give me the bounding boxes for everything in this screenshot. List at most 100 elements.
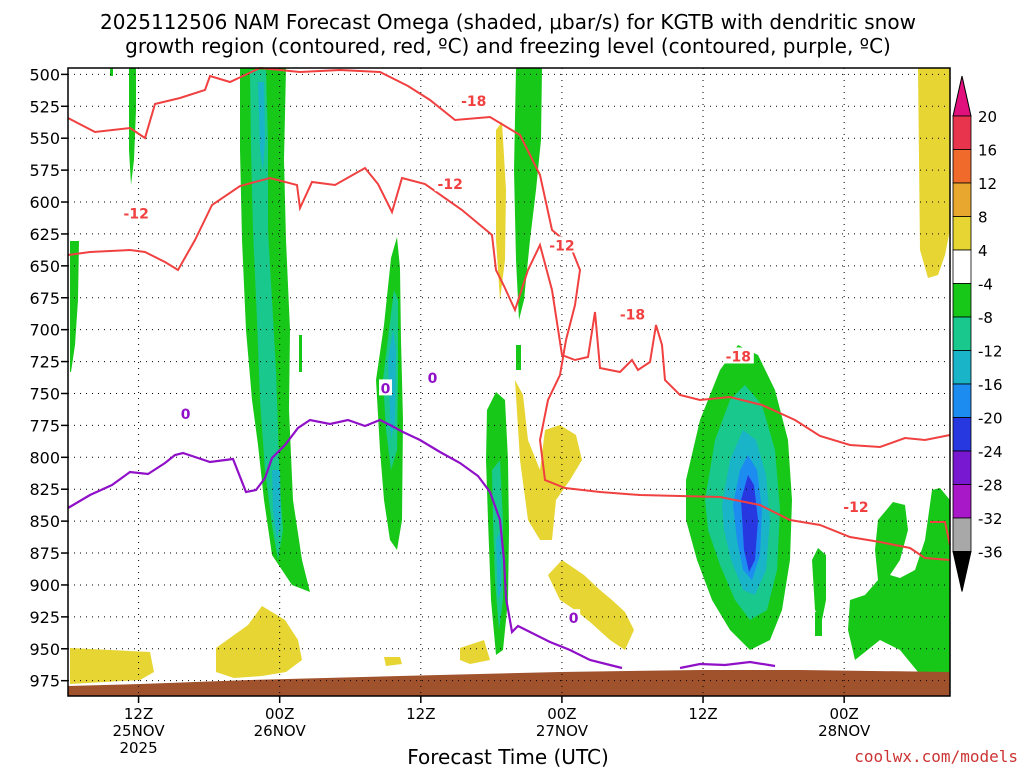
y-tick-label-14: 850 — [29, 512, 60, 531]
colorbar-label-7: -12 — [978, 343, 1003, 361]
colorbar-label-3: 8 — [978, 209, 988, 227]
x-tick-label-5: 00Z — [829, 705, 858, 723]
colorbar-label-9: -20 — [978, 410, 1003, 428]
colorbar-label-6: -8 — [978, 309, 993, 327]
y-tick-label-3: 575 — [29, 161, 60, 180]
shade-green-blob-upper — [516, 345, 521, 370]
x-tick-label-2: 12Z — [406, 705, 435, 723]
x-tick-label-4: 12Z — [688, 705, 717, 723]
shade-yellow-low-27nov — [548, 560, 634, 650]
freezing-level-contour-late — [679, 660, 776, 670]
colorbar-label-2: 12 — [978, 175, 997, 193]
colorbar-bin-4 — [952, 249, 972, 284]
colorbar-bin-1 — [952, 149, 972, 184]
plot-frame — [67, 67, 951, 697]
y-tick-label-11: 775 — [29, 416, 60, 435]
colorbar-label-5: -4 — [978, 276, 993, 294]
colorbar: 20 16 12 8 4 -4 -8 -12 -16 -20 -24 -28 -32 -36 — [952, 75, 1003, 592]
contour-label-bg-4 — [616, 305, 648, 322]
y-tick-label-15: 875 — [29, 544, 60, 563]
colorbar-bin-2 — [952, 182, 972, 217]
shade-yellow-bottom-26nov — [216, 606, 302, 678]
contour-label-bg-0 — [458, 92, 490, 109]
freezing-level-contour — [67, 418, 623, 670]
shade-cyan-column-48-low — [496, 530, 501, 600]
colorbar-label-12: -32 — [978, 510, 1003, 528]
y-tick-label-5: 625 — [29, 225, 60, 244]
y-tick-label-1: 525 — [29, 97, 60, 116]
shade-yellow-bottom-left — [70, 648, 154, 684]
shade-green-col-12z — [129, 68, 136, 185]
shade-yellow-mid-27nov — [515, 380, 582, 540]
y-axis: 500 525 550 575 600 625 650 675 700 725 750 775 800 8… — [29, 65, 68, 691]
shade-green-small-patch — [299, 335, 302, 372]
colorbar-bin-12 — [952, 517, 972, 552]
x-axis-label: Forecast Time (UTC) — [407, 745, 609, 768]
colorbar-label-0: 20 — [978, 108, 997, 126]
dgz-contour-right-tail — [930, 521, 951, 546]
contour-label-8: 0 — [381, 381, 391, 397]
credit-text: coolwx.com/models — [854, 747, 1018, 766]
shade-green-column-early — [70, 241, 79, 372]
x-tick-label-3: 00Z — [547, 705, 576, 723]
colorbar-label-13: -36 — [978, 544, 1003, 562]
contour-label-bg-8 — [379, 379, 393, 396]
y-tick-label-6: 650 — [29, 257, 60, 276]
colorbar-label-8: -16 — [978, 376, 1003, 394]
colorbar-bin-8 — [952, 383, 972, 418]
colorbar-over-arrow — [952, 75, 972, 117]
y-tick-label-0: 500 — [29, 65, 60, 84]
colorbar-under-arrow — [952, 551, 972, 592]
colorbar-bin-10 — [952, 450, 972, 485]
colorbar-bin-0 — [952, 115, 972, 150]
contour-label-3: -12 — [549, 238, 574, 254]
contour-label-bg-9 — [426, 369, 440, 386]
contour-label-bg-7 — [179, 404, 193, 421]
x-tick-label-0: 12Z — [124, 705, 153, 723]
x-tick-label-1: 00Z — [265, 705, 294, 723]
contour-label-6: -12 — [843, 500, 868, 516]
y-tick-label-13: 825 — [29, 480, 60, 499]
colorbar-label-4: 4 — [978, 242, 988, 260]
contour-labels: -18 -12 -12 -12 -18 -18 -12 0 0 0 0 — [120, 92, 872, 627]
x-tick-date-3: 27NOV — [536, 722, 589, 740]
y-tick-label-4: 600 — [29, 193, 60, 212]
shade-yellow-top-right — [918, 68, 950, 278]
contour-label-1: -12 — [124, 207, 149, 223]
shade-yellow-small-1 — [384, 657, 402, 666]
shade-yellow-small-2 — [460, 640, 490, 664]
contour-label-7: 0 — [181, 407, 191, 423]
shade-green-patch-late-1 — [812, 548, 826, 636]
colorbar-bin-7 — [952, 350, 972, 385]
ground-terrain — [68, 670, 950, 696]
x-tick-date-5: 28NOV — [818, 722, 871, 740]
y-tick-label-19: 975 — [29, 672, 60, 691]
y-tick-label-7: 675 — [29, 289, 60, 308]
y-tick-label-8: 700 — [29, 321, 60, 340]
contour-label-4: -18 — [620, 307, 645, 323]
shade-cyan-big-column — [258, 82, 281, 540]
y-tick-label-2: 550 — [29, 129, 60, 148]
shade-teal-big-column — [250, 70, 283, 560]
contour-label-bg-1 — [120, 204, 152, 221]
y-tick-label-9: 725 — [29, 353, 60, 372]
colorbar-bin-3 — [952, 216, 972, 251]
shade-yellow-top-27nov — [496, 122, 506, 300]
plot-area: -18 -12 -12 -12 -18 -18 -12 0 0 0 0 — [67, 66, 951, 697]
contour-label-bg-6 — [840, 498, 872, 515]
colorbar-bin-5 — [952, 283, 972, 318]
contour-label-bg-10 — [567, 609, 581, 626]
contour-label-9: 0 — [428, 371, 438, 387]
colorbar-bin-11 — [952, 484, 972, 519]
x-tick-year-0: 2025 — [119, 739, 157, 757]
shade-darkblue-column-72 — [741, 475, 758, 572]
plot-background — [68, 68, 950, 696]
colorbar-label-11: -28 — [978, 477, 1003, 495]
colorbar-bin-6 — [952, 316, 972, 351]
contour-label-10: 0 — [569, 611, 579, 627]
title-line-1: 2025112506 NAM Forecast Omega (shaded, μ… — [100, 10, 916, 34]
colorbar-label-1: 16 — [978, 142, 997, 160]
contour-label-5: -18 — [726, 349, 751, 365]
x-tick-date-1: 26NOV — [254, 722, 307, 740]
